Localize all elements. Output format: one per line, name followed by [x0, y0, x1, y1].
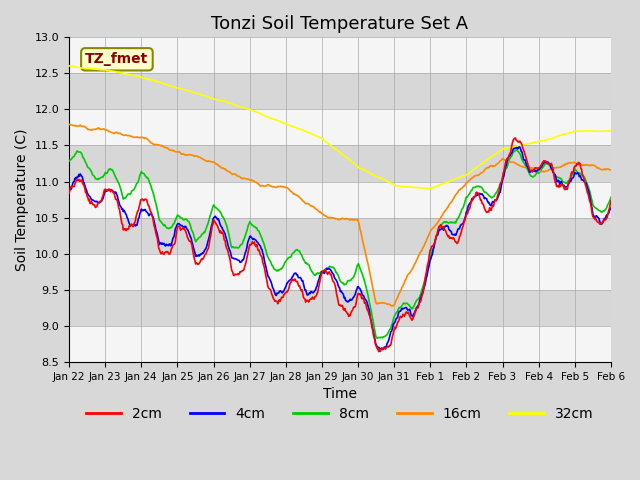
Bar — [69, 1, 611, 37]
Bar — [69, 109, 611, 145]
Bar — [69, 145, 611, 181]
Bar — [69, 326, 611, 362]
Bar — [69, 181, 611, 217]
Bar — [69, 217, 611, 253]
X-axis label: Time: Time — [323, 387, 357, 401]
Bar — [69, 253, 611, 290]
Bar — [69, 73, 611, 109]
Title: Tonzi Soil Temperature Set A: Tonzi Soil Temperature Set A — [211, 15, 468, 33]
Bar — [69, 37, 611, 73]
Bar — [69, 290, 611, 326]
Text: TZ_fmet: TZ_fmet — [85, 52, 148, 66]
Legend: 2cm, 4cm, 8cm, 16cm, 32cm: 2cm, 4cm, 8cm, 16cm, 32cm — [81, 401, 599, 426]
Y-axis label: Soil Temperature (C): Soil Temperature (C) — [15, 128, 29, 271]
